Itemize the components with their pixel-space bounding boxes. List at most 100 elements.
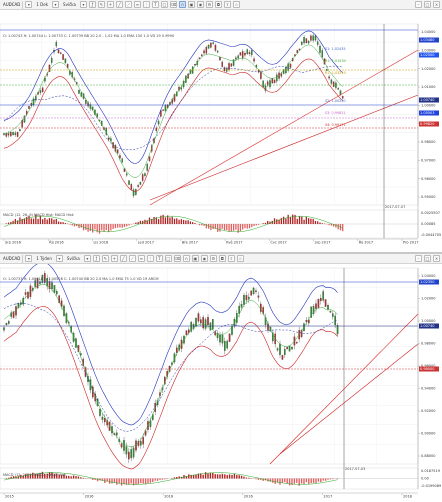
- maximize-icon[interactable]: □: [424, 1, 431, 8]
- fib-tool-icon[interactable]: ⋮: [143, 1, 150, 8]
- candle-body: [54, 285, 55, 292]
- candle-body: [263, 81, 264, 87]
- camera-icon[interactable]: ◘: [219, 255, 226, 262]
- daily-candlestick-chart[interactable]: O: 1.00743 H: 1.00744 L: 1.00733 C: 1.00…: [0, 10, 442, 250]
- shape-tool-icon[interactable]: □: [161, 1, 168, 8]
- trend-tool-icon[interactable]: ⟋: [125, 1, 132, 8]
- symbol-label[interactable]: AUDCAD: [1, 1, 23, 9]
- magnet-icon[interactable]: ∩: [183, 255, 190, 262]
- close-icon[interactable]: ×: [433, 1, 440, 8]
- timeframe-dropdown-icon[interactable]: ▾: [56, 255, 63, 262]
- drawing-tools-icon[interactable]: ✎: [102, 255, 109, 262]
- crosshair-icon[interactable]: +: [107, 1, 114, 8]
- camera-icon[interactable]: ◘: [215, 1, 222, 8]
- star-icon[interactable]: ☆: [233, 1, 240, 8]
- price-tick-label: 1.02000: [421, 297, 435, 301]
- shape-tool-icon[interactable]: □: [165, 255, 172, 262]
- text-tool-icon[interactable]: T: [152, 1, 159, 8]
- macd-bar: [236, 475, 237, 478]
- indicator-icon[interactable]: ƒ: [89, 1, 96, 8]
- macd-bar: [194, 223, 195, 224]
- line-tool-icon[interactable]: ╱: [120, 255, 127, 262]
- symbol-dropdown-icon[interactable]: ▾: [25, 1, 32, 8]
- candle-body: [239, 306, 240, 314]
- timeframe-label[interactable]: 1 Dek: [34, 2, 50, 7]
- macd-bar: [325, 479, 326, 481]
- macd-bar: [244, 224, 245, 228]
- timeframe-dropdown-icon[interactable]: ▾: [52, 1, 59, 8]
- macd-bar: [78, 224, 79, 228]
- eye-icon[interactable]: ◉: [201, 255, 208, 262]
- macd-bar: [187, 220, 188, 224]
- daily-chart-panel[interactable]: AUDCAD ▾ 1 Dek ▾ Svíčka ▾ ƒ ✎ + ╱ ⟋ ≡ ⋮ …: [0, 0, 442, 250]
- candle-body: [317, 42, 318, 45]
- symbol-dropdown-icon[interactable]: ▾: [25, 255, 32, 262]
- eraser-icon[interactable]: ⌫: [174, 255, 181, 262]
- macd-bar: [234, 474, 235, 479]
- candle-body: [217, 51, 218, 52]
- candle-body: [121, 444, 122, 447]
- price-tick-label: 1.04000: [421, 30, 435, 34]
- minimize-icon[interactable]: –: [415, 255, 422, 262]
- settings-icon[interactable]: ⚙: [206, 1, 213, 8]
- text-tool-icon[interactable]: T: [156, 255, 163, 262]
- timeframe-label[interactable]: 1 Týden: [34, 256, 54, 261]
- fib-tool-icon[interactable]: ⋮: [147, 255, 154, 262]
- crosshair-icon[interactable]: +: [111, 255, 118, 262]
- candle-body: [325, 299, 326, 306]
- macd-bar: [258, 479, 259, 480]
- macd-bar: [121, 479, 122, 486]
- date-marker: 2017-07-03: [345, 467, 365, 471]
- line-tool-icon[interactable]: ╱: [116, 1, 123, 8]
- indicator-icon[interactable]: ƒ: [93, 255, 100, 262]
- trend-tool-icon[interactable]: ⟋: [129, 255, 136, 262]
- macd-bar: [149, 218, 150, 224]
- close-icon[interactable]: ×: [433, 255, 440, 262]
- channel-tool-icon[interactable]: ≡: [134, 1, 141, 8]
- candle-body: [208, 45, 209, 48]
- symbol-label[interactable]: AUDCAD: [1, 255, 23, 263]
- chart-type-dropdown-icon[interactable]: ▾: [84, 255, 91, 262]
- candle-body: [212, 43, 213, 44]
- macd-bar: [226, 224, 227, 230]
- chart-type-label[interactable]: Svíčka: [61, 2, 78, 7]
- share-icon[interactable]: ⇪: [224, 1, 231, 8]
- pivot-level-label: R1: 1.01530: [325, 59, 346, 63]
- drawing-tools-icon[interactable]: ✎: [98, 1, 105, 8]
- macd-bar: [119, 224, 120, 228]
- macd-bar: [42, 219, 43, 224]
- star-icon[interactable]: ☆: [237, 255, 244, 262]
- candle-body: [198, 314, 199, 322]
- lock-icon[interactable]: ▣: [188, 1, 195, 8]
- maximize-icon[interactable]: □: [424, 255, 431, 262]
- chart-type-label[interactable]: Svíčka: [65, 256, 82, 261]
- share-icon[interactable]: ⇪: [228, 255, 235, 262]
- candle-body: [281, 74, 282, 77]
- candle-body: [143, 437, 144, 444]
- candle-body: [308, 41, 309, 43]
- minimize-icon[interactable]: –: [415, 1, 422, 8]
- candle-body: [248, 297, 249, 299]
- candle-body: [99, 409, 100, 416]
- macd-bar: [303, 220, 304, 224]
- weekly-chart-panel[interactable]: AUDCAD ▾ 1 Týden ▾ Svíčka ▾ ƒ ✎ + ╱ ⟋ ≡ …: [0, 252, 442, 500]
- channel-tool-icon[interactable]: ≡: [138, 255, 145, 262]
- macd-bar: [56, 219, 57, 224]
- weekly-candlestick-chart[interactable]: O: 1.00733 H: 1.00918 L: 1.00528 C: 1.00…: [0, 264, 442, 502]
- lock-icon[interactable]: ▣: [192, 255, 199, 262]
- macd-bar: [140, 479, 141, 484]
- candle-body: [301, 42, 302, 45]
- candle-body: [81, 93, 82, 97]
- macd-bar: [224, 224, 225, 230]
- candle-body: [323, 291, 324, 300]
- eraser-icon[interactable]: ⌫: [170, 1, 177, 8]
- magnet-icon[interactable]: ∩: [179, 1, 186, 8]
- settings-icon[interactable]: ⚙: [210, 255, 217, 262]
- price-axis[interactable]: 1.040001.020001.000000.980000.960000.940…: [418, 268, 435, 489]
- macd-bar: [123, 479, 124, 485]
- chart-type-dropdown-icon[interactable]: ▾: [80, 1, 87, 8]
- eye-icon[interactable]: ◉: [197, 1, 204, 8]
